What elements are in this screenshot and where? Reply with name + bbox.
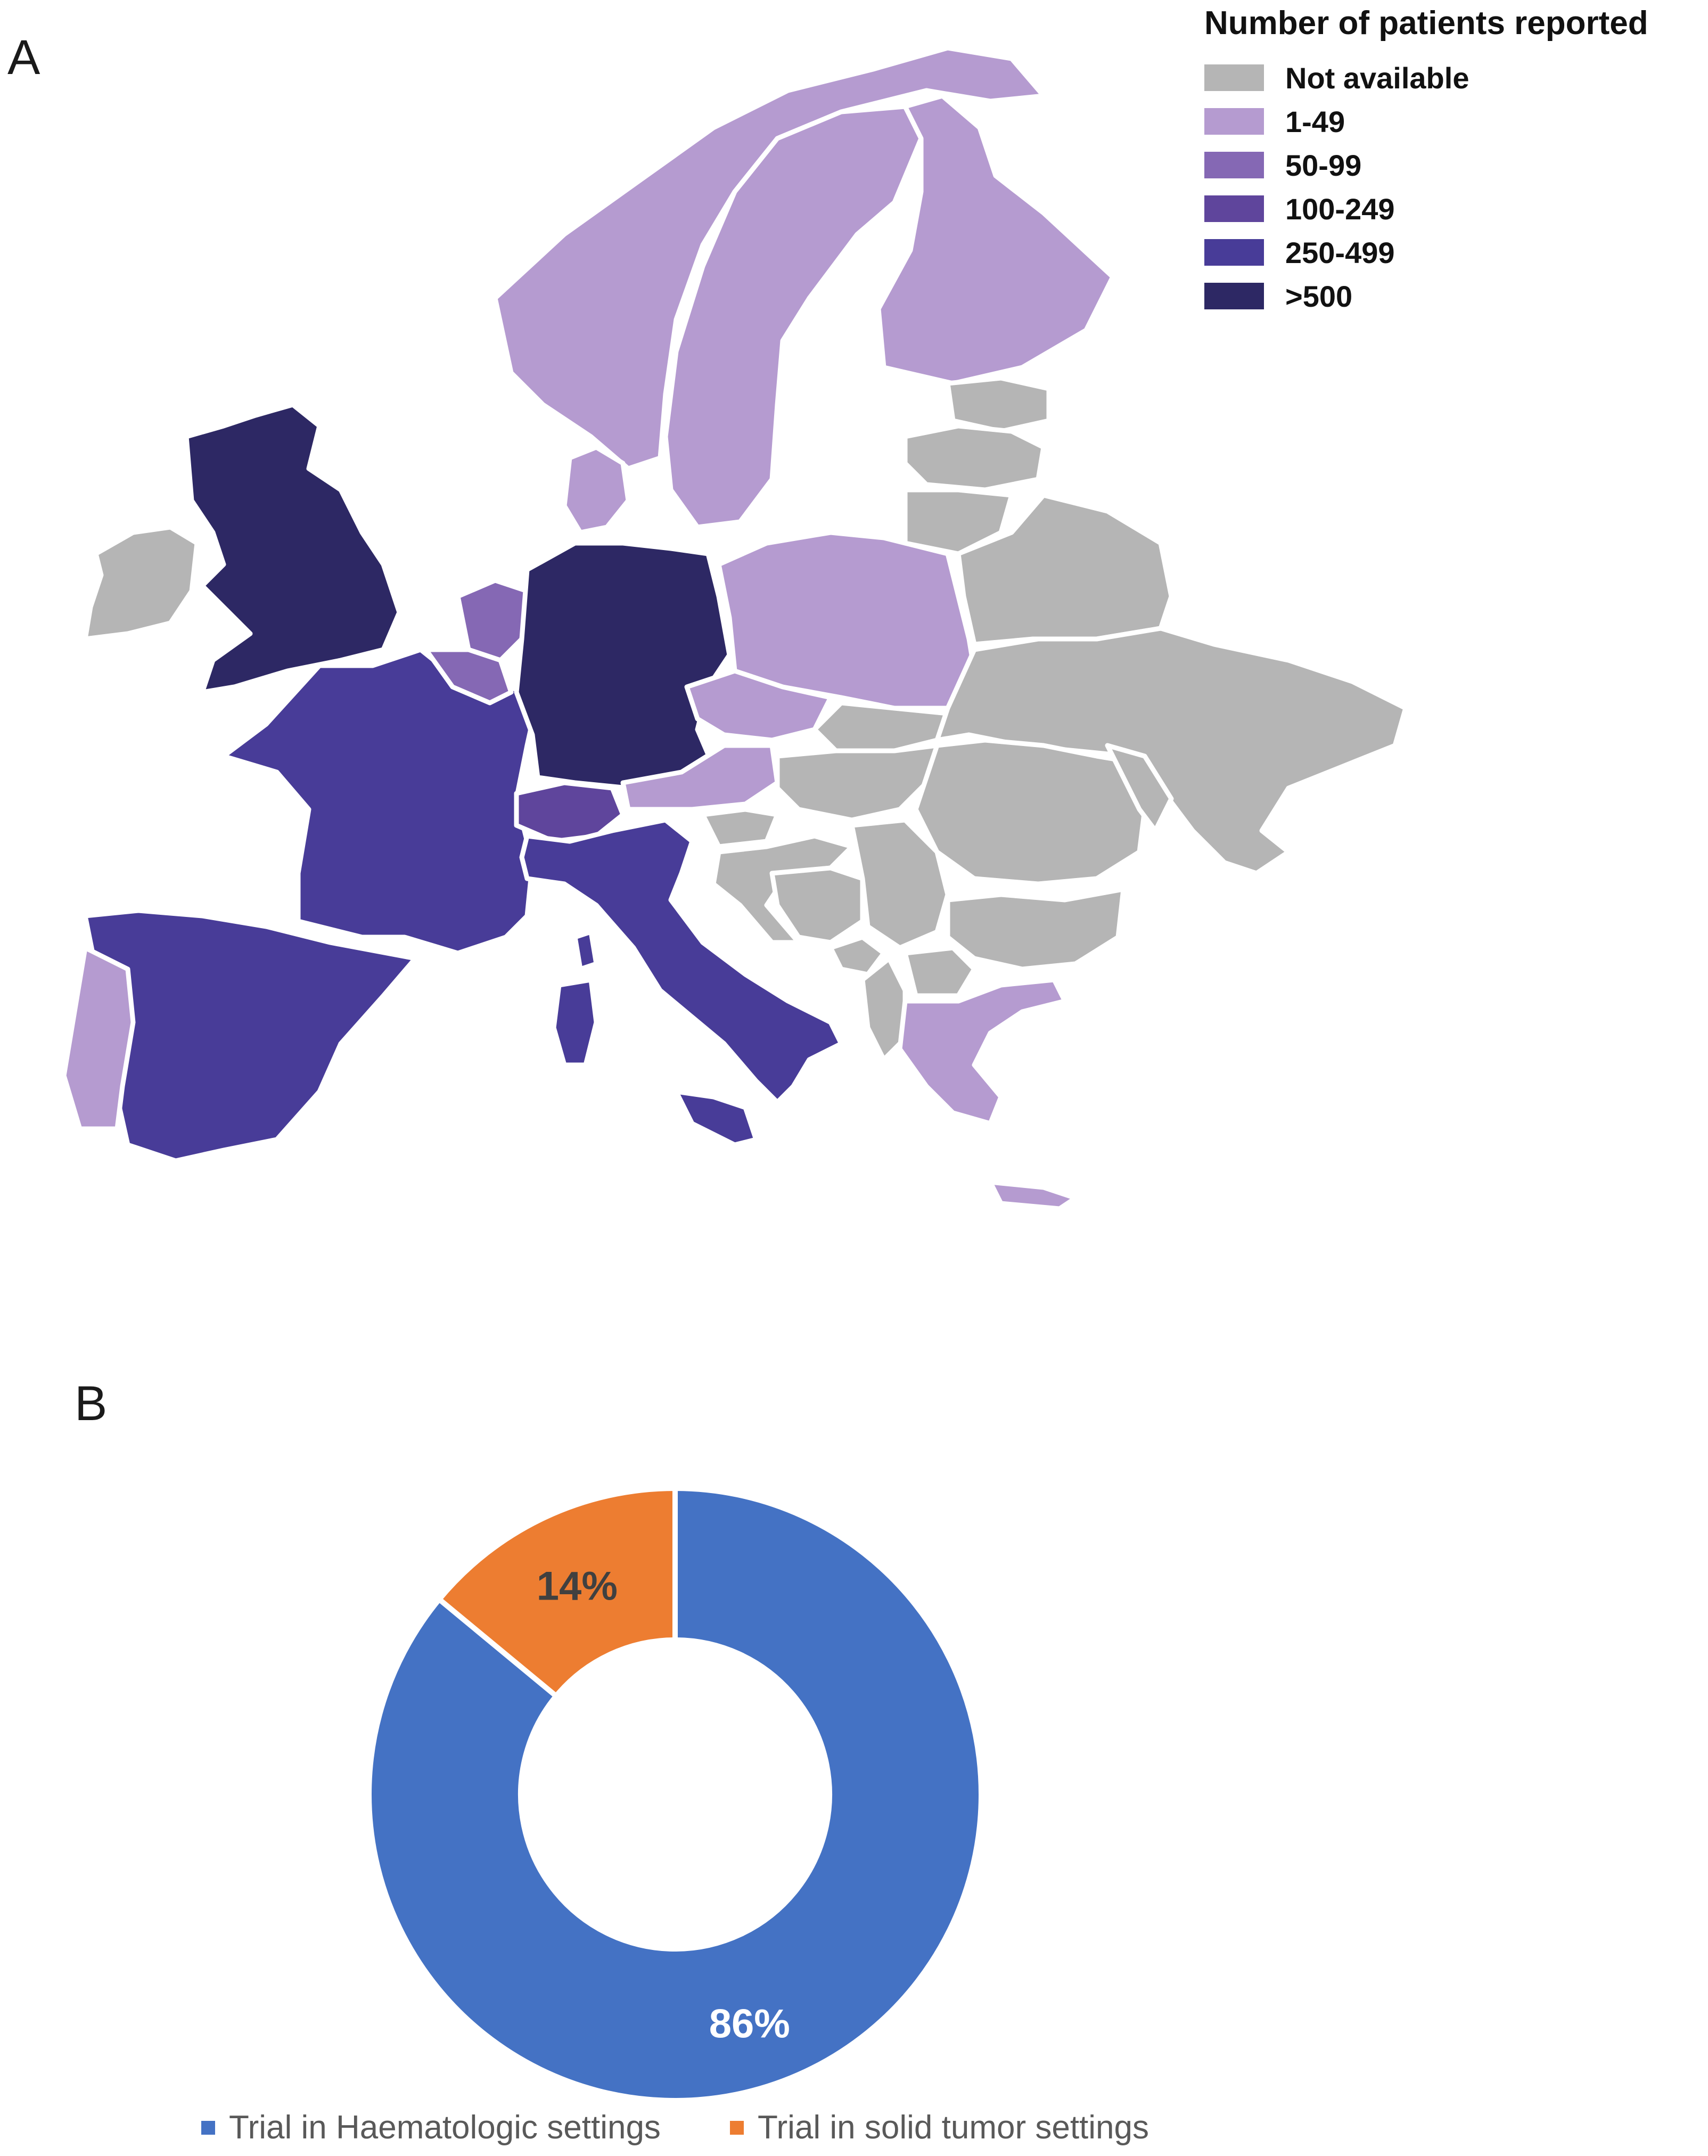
legend-label: 250-499 [1285, 235, 1395, 269]
region-ireland [83, 524, 200, 642]
region-lithuania [902, 487, 1014, 556]
legend-label: 50-99 [1285, 148, 1362, 182]
region-finland [876, 93, 1115, 386]
legend-label: 1-49 [1285, 104, 1345, 138]
panel-a-letter: A [7, 30, 40, 85]
region-bulgaria [945, 887, 1126, 972]
donut-legend-label: Trial in solid tumor settings [757, 2109, 1149, 2146]
map-legend-item: Not available [1204, 56, 1648, 100]
donut-slices [366, 1485, 984, 2103]
legend-swatch [1204, 283, 1264, 309]
region-slovakia [812, 700, 950, 753]
legend-label: >500 [1285, 279, 1353, 313]
legend-label: 100-249 [1285, 192, 1395, 226]
region-belgium [423, 647, 514, 706]
map-legend-item: 1-49 [1204, 100, 1648, 143]
region-portugal [61, 945, 136, 1132]
donut-data-label: 86% [709, 2001, 790, 2046]
region-germany [514, 540, 732, 791]
region-corsica [572, 929, 599, 972]
map-legend-title: Number of patients reported [1204, 5, 1648, 42]
region-sweden [663, 104, 924, 530]
map-legend-item: 100-249 [1204, 187, 1648, 231]
legend-swatch [1204, 195, 1264, 222]
legend-label: Not available [1285, 61, 1469, 95]
region-uk [184, 402, 402, 695]
legend-swatch [1204, 239, 1264, 266]
donut-chart: 86% 14% [366, 1485, 984, 2103]
region-moldova [1105, 743, 1174, 833]
donut-data-labels: 86% 14% [537, 1564, 790, 2047]
region-bosnia [769, 865, 865, 945]
donut-data-label: 14% [537, 1564, 618, 1609]
region-belarus [956, 493, 1174, 647]
region-greece [897, 977, 1068, 1126]
region-spain [83, 908, 418, 1163]
panel-b-letter: B [75, 1376, 108, 1431]
legend-swatch [201, 2120, 215, 2135]
region-romania [913, 737, 1147, 887]
map-legend-item: >500 [1204, 274, 1648, 318]
region-hungary [775, 743, 940, 823]
region-crete [988, 1179, 1078, 1211]
map-legend-item: 50-99 [1204, 143, 1648, 187]
donut-slice [366, 1485, 984, 2103]
region-latvia [902, 423, 1046, 493]
region-sardinia [551, 977, 599, 1068]
legend-swatch [729, 2120, 744, 2135]
region-montenegro [828, 934, 886, 977]
legend-swatch [1204, 108, 1264, 135]
donut-slice [435, 1485, 678, 1700]
donut-legend-item: Trial in Haematologic settings [201, 2109, 661, 2146]
region-italy [519, 817, 844, 1105]
legend-swatch [1204, 64, 1264, 91]
region-north-macedonia [902, 945, 977, 998]
donut-legend-item: Trial in solid tumor settings [729, 2109, 1149, 2146]
donut-legend-label: Trial in Haematologic settings [229, 2109, 661, 2146]
region-denmark [562, 445, 631, 535]
map-legend: Number of patients reported Not availabl… [1204, 4, 1648, 318]
legend-swatch [1204, 152, 1264, 178]
map-legend-items: Not available 1-49 50-99 100-249 250-499 >500 [1204, 56, 1648, 318]
europe-choropleth-map [61, 48, 1406, 1211]
region-estonia [945, 375, 1052, 434]
region-switzerland [514, 780, 626, 844]
map-legend-item: 250-499 [1204, 231, 1648, 274]
region-sicily [674, 1089, 759, 1147]
region-serbia [849, 817, 950, 950]
donut-legend: Trial in Haematologic settings Trial in s… [201, 2109, 1218, 2146]
region-slovenia [700, 807, 780, 849]
